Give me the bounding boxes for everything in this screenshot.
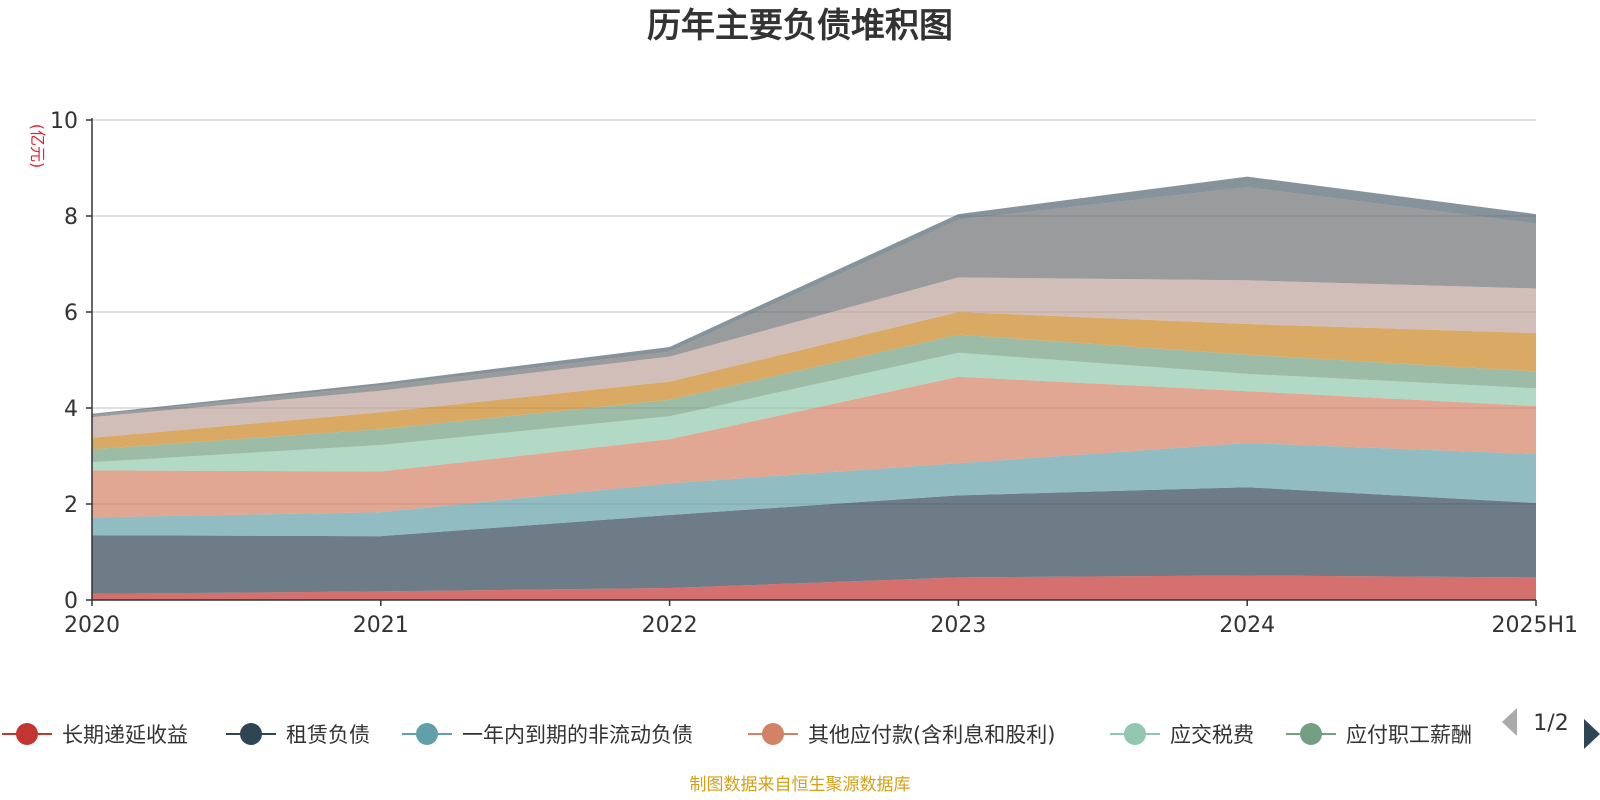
area-series-3[interactable] bbox=[92, 376, 1536, 518]
legend-item-3[interactable]: 其他应付款(含利息和股利) bbox=[748, 723, 1055, 747]
y-tick-label: 6 bbox=[64, 301, 78, 326]
legend-label: 应付职工薪酬 bbox=[1346, 723, 1472, 747]
y-tick-label: 4 bbox=[64, 397, 78, 422]
legend-marker bbox=[1300, 723, 1322, 745]
legend-marker bbox=[16, 723, 38, 745]
legend-page-indicator: 1/2 bbox=[1533, 711, 1568, 736]
y-tick-label: 10 bbox=[50, 109, 78, 134]
area-series-0[interactable] bbox=[92, 575, 1536, 601]
area-series-6[interactable] bbox=[92, 312, 1536, 450]
area-series-2[interactable] bbox=[92, 443, 1536, 537]
legend-label: 其他应付款(含利息和股利) bbox=[808, 723, 1055, 747]
x-tick-label: 2023 bbox=[930, 613, 986, 638]
legend-label: 租赁负债 bbox=[286, 723, 370, 747]
legend-pager: 1/2 bbox=[1502, 708, 1600, 749]
y-tick-label: 0 bbox=[64, 589, 78, 614]
data-source-note: 制图数据来自恒生聚源数据库 bbox=[690, 775, 911, 795]
legend-item-5[interactable]: 应付职工薪酬 bbox=[1286, 723, 1472, 747]
area-series-8[interactable] bbox=[92, 187, 1536, 418]
legend-item-0[interactable]: 长期递延收益 bbox=[2, 723, 188, 747]
legend-label: 应交税费 bbox=[1170, 723, 1254, 747]
area-series-1[interactable] bbox=[92, 487, 1536, 594]
area-series-9[interactable] bbox=[92, 176, 1536, 416]
legend-item-4[interactable]: 应交税费 bbox=[1110, 723, 1254, 747]
chart-title: 历年主要负债堆积图 bbox=[647, 6, 953, 46]
legend-label: 一年内到期的非流动负债 bbox=[462, 723, 693, 747]
x-tick-label: 2024 bbox=[1219, 613, 1275, 638]
x-tick-label: 2021 bbox=[353, 613, 409, 638]
legend-item-1[interactable]: 租赁负债 bbox=[226, 723, 370, 747]
y-tick-label: 2 bbox=[64, 493, 78, 518]
legend-next-arrow-icon[interactable] bbox=[1584, 719, 1600, 749]
legend-marker bbox=[762, 723, 784, 745]
legend: 长期递延收益 租赁负债 一年内到期的非流动负债 其他应付款(含利息和股利) 应交税费 应付… bbox=[2, 723, 1472, 747]
legend-item-2[interactable]: 一年内到期的非流动负债 bbox=[402, 723, 693, 747]
legend-label: 长期递延收益 bbox=[62, 723, 188, 747]
axes: 0 2 4 6 8 10 2020 2021 2022 2023 2024 2025H1 bbox=[50, 109, 1578, 638]
area-series-group bbox=[92, 176, 1536, 601]
legend-marker bbox=[240, 723, 262, 745]
area-series-7[interactable] bbox=[92, 277, 1536, 438]
x-tick-label: 2020 bbox=[64, 613, 120, 638]
y-axis-unit: (亿元) bbox=[28, 124, 47, 169]
area-series-4[interactable] bbox=[92, 352, 1536, 472]
legend-prev-arrow-icon[interactable] bbox=[1502, 708, 1517, 736]
x-tick-label: 2025H1 bbox=[1491, 613, 1578, 638]
area-series-5[interactable] bbox=[92, 334, 1536, 463]
x-tick-label: 2022 bbox=[642, 613, 698, 638]
y-tick-label: 8 bbox=[64, 205, 78, 230]
legend-marker bbox=[416, 723, 438, 745]
legend-marker bbox=[1124, 723, 1146, 745]
